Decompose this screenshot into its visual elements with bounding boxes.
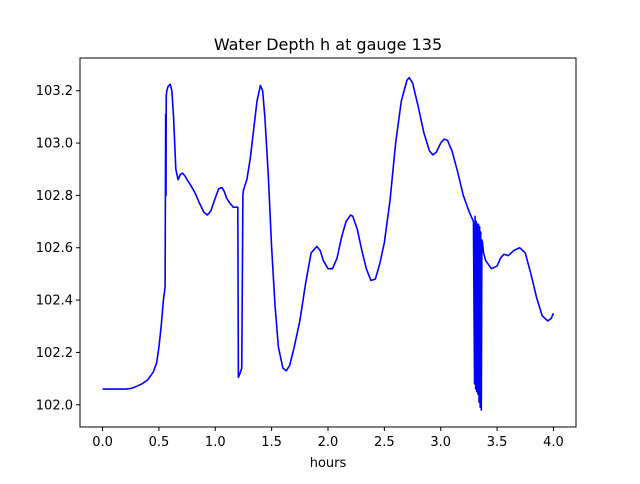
x-tick-label: 2.0 xyxy=(318,435,339,450)
series-line-0 xyxy=(102,76,555,411)
x-tick-label: 4.0 xyxy=(543,435,564,450)
x-tick-label: 1.0 xyxy=(205,435,226,450)
x-tick-label: 2.5 xyxy=(374,435,395,450)
x-tick-label: 3.0 xyxy=(430,435,451,450)
y-tick-label: 102.2 xyxy=(36,346,73,361)
y-tick-label: 102.4 xyxy=(36,294,73,309)
x-tick-label: 3.5 xyxy=(487,435,508,450)
plot-frame xyxy=(79,57,577,428)
x-tick-label: 0.5 xyxy=(149,435,170,450)
x-tick-label: 0.0 xyxy=(92,435,113,450)
y-axis: 102.0 102.2 102.4 102.6 102.8 103.0 103.2 xyxy=(36,84,80,413)
y-tick-label: 103.0 xyxy=(36,137,73,152)
y-tick-label: 102.6 xyxy=(36,241,73,256)
x-tick-label: 1.5 xyxy=(261,435,282,450)
chart-title: Water Depth h at gauge 135 xyxy=(214,35,442,54)
x-axis-label: hours xyxy=(310,456,347,471)
plot-area xyxy=(102,76,555,411)
y-tick-label: 103.2 xyxy=(36,84,73,99)
y-tick-label: 102.8 xyxy=(36,189,73,204)
y-tick-label: 102.0 xyxy=(36,398,73,413)
x-axis: 0.0 0.5 1.0 1.5 2.0 2.5 3.0 3.5 4.0 xyxy=(92,427,564,450)
